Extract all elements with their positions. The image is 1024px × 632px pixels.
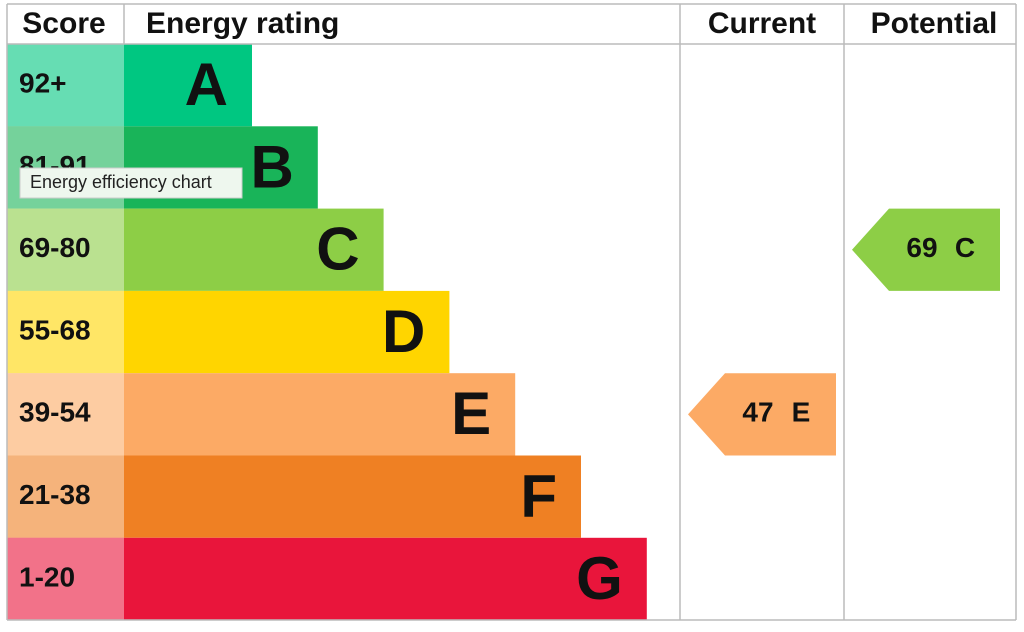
score-label: 69-80 (19, 232, 91, 263)
tooltip-box (19, 167, 243, 199)
band-letter: C (316, 216, 359, 283)
score-cell-tint (7, 373, 124, 456)
score-cell (7, 290, 124, 374)
score-label: 92+ (19, 68, 67, 99)
band-letter: F (520, 462, 557, 529)
score-cell-tint (7, 44, 124, 127)
column-header: Score (22, 7, 105, 40)
score-label: 39-54 (19, 397, 91, 428)
current-letter: E (792, 397, 811, 428)
column-header: Potential (871, 7, 998, 40)
band-bar (124, 537, 647, 621)
band-bar (124, 455, 581, 538)
score-label: 1-20 (19, 561, 75, 592)
score-cell (7, 455, 124, 538)
band-letter: A (185, 51, 228, 118)
current-value: 47 (742, 397, 773, 428)
tooltip: Energy efficiency chart (30, 172, 212, 192)
band-bar (124, 44, 252, 127)
potential-value: 69 (906, 232, 937, 263)
score-cell-tint (7, 208, 124, 291)
score-cell (7, 44, 124, 127)
score-cell-tint (7, 455, 124, 538)
band-bar (124, 373, 516, 456)
column-header: Current (708, 7, 816, 40)
band-bar (124, 208, 384, 291)
band-bar (124, 290, 450, 374)
score-cell (7, 537, 124, 621)
band-letter: G (576, 545, 623, 612)
current-arrow (688, 373, 836, 456)
column-header: Energy rating (146, 7, 339, 40)
score-cell (7, 373, 124, 456)
score-cell (7, 208, 124, 291)
band-letter: E (451, 380, 491, 447)
band-letter: D (382, 298, 425, 365)
score-cell-tint (7, 290, 124, 374)
score-label: 55-68 (19, 314, 91, 345)
band-letter: B (250, 133, 293, 200)
potential-letter: C (955, 232, 975, 263)
potential-arrow (852, 208, 1000, 291)
score-label: 21-38 (19, 479, 91, 510)
score-cell-tint (7, 537, 124, 621)
